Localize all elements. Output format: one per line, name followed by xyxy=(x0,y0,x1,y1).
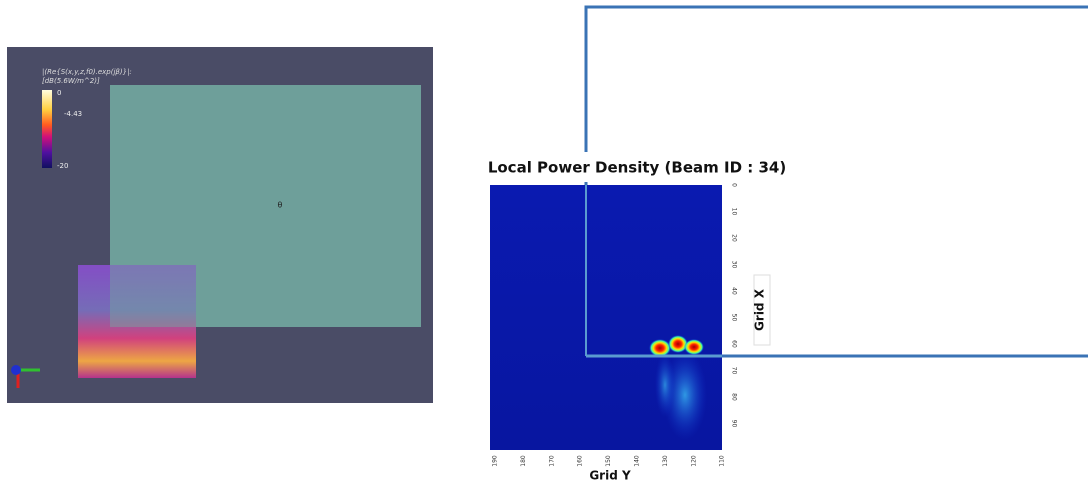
hotspot xyxy=(649,339,671,357)
y-axis-label: Grid X xyxy=(753,288,767,331)
legend-title: |(Re{S(x,y,z,f0).exp(jβ)}|: xyxy=(42,68,132,76)
y-tick-label: 60 xyxy=(731,340,738,348)
x-tick-label: 120 xyxy=(690,455,697,467)
y-tick-label: 40 xyxy=(731,287,738,295)
x-tick-label: 190 xyxy=(492,455,499,467)
x-tick-label: 150 xyxy=(605,455,612,467)
y-tick-label: 30 xyxy=(731,261,738,269)
x-tick-label: 180 xyxy=(520,455,527,467)
y-tick-label: 20 xyxy=(731,234,738,242)
x-tick-label: 170 xyxy=(548,455,555,467)
heatmap-title: Local Power Density (Beam ID : 34) xyxy=(488,159,786,177)
field-thumbnail xyxy=(78,265,196,378)
x-tick-label: 140 xyxy=(634,455,641,467)
hotspot xyxy=(668,335,688,353)
x-tick-label: 130 xyxy=(662,455,669,467)
y-tick-label: 80 xyxy=(731,393,738,401)
hotspot xyxy=(684,339,704,355)
legend-label: -4.43 xyxy=(64,110,82,118)
label-box xyxy=(753,274,771,346)
heatmap: Local Power Density (Beam ID : 34) Grid … xyxy=(470,152,805,483)
x-axis-label: Grid Y xyxy=(589,469,631,483)
plume xyxy=(655,353,675,417)
x-tick-label: 160 xyxy=(577,455,584,467)
y-tick-label: 70 xyxy=(731,367,738,375)
viewer: |(Re{S(x,y,z,f0).exp(jβ)}|: [dB(5.6W/m^2… xyxy=(7,47,433,403)
y-tick-label: 90 xyxy=(731,420,738,428)
y-tick-label: 10 xyxy=(731,208,738,216)
center-label: θ xyxy=(278,201,283,210)
y-tick-label: 0 xyxy=(731,183,738,187)
legend-label: -20 xyxy=(57,162,68,170)
overlap xyxy=(110,265,196,327)
x-tick-label: 110 xyxy=(719,455,726,467)
axis-triad xyxy=(11,365,40,388)
legend-label: 0 xyxy=(57,89,61,97)
y-tick-label: 50 xyxy=(731,314,738,322)
title-box xyxy=(470,152,805,182)
color-bar xyxy=(42,90,52,168)
legend-title: [dB(5.6W/m^2)] xyxy=(42,77,100,85)
